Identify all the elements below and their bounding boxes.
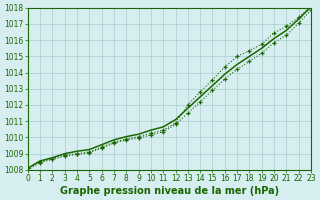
X-axis label: Graphe pression niveau de la mer (hPa): Graphe pression niveau de la mer (hPa) (60, 186, 279, 196)
